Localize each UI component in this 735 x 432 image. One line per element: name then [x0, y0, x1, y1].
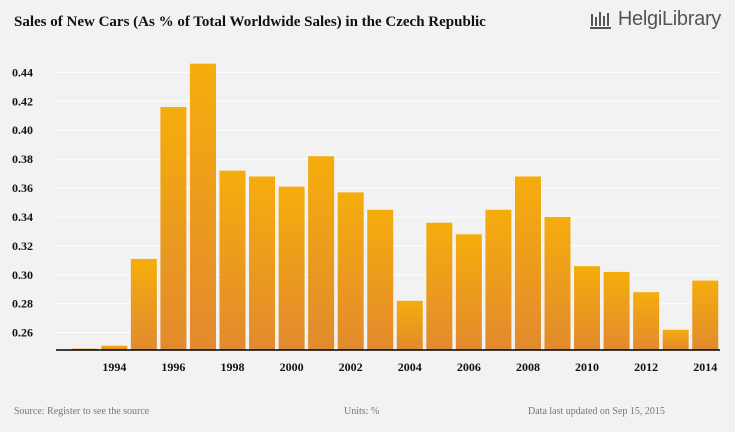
x-tick-label: 1998 — [221, 360, 245, 374]
bar-1997 — [189, 63, 216, 350]
y-tick-label: 0.34 — [12, 210, 33, 224]
bar-1999 — [249, 176, 276, 350]
y-tick-label: 0.42 — [12, 94, 33, 108]
x-tick-label: 1994 — [102, 360, 126, 374]
x-tick-label: 1996 — [161, 360, 185, 374]
bar-1998 — [219, 170, 246, 350]
y-tick-label: 0.28 — [12, 297, 33, 311]
library-bars-icon — [589, 11, 611, 29]
helgi-library-logo[interactable]: HelgiLibrary — [589, 8, 721, 31]
bar-1995 — [130, 258, 157, 350]
bar-2012 — [633, 292, 660, 350]
footer-source[interactable]: Source: Register to see the source — [14, 406, 150, 417]
y-tick-label: 0.26 — [12, 326, 33, 340]
bar-2009 — [544, 216, 571, 350]
bar-2010 — [574, 266, 601, 350]
bar-2013 — [662, 329, 689, 350]
x-tick-label: 2012 — [634, 360, 658, 374]
y-tick-label: 0.36 — [12, 181, 33, 195]
bar-1994 — [101, 345, 128, 350]
x-tick-label: 2008 — [516, 360, 540, 374]
footer-units: Units: % — [344, 406, 380, 417]
bar-2000 — [278, 186, 305, 350]
bar-2005 — [426, 222, 453, 350]
bar-2014 — [692, 280, 719, 350]
footer-updated: Data last updated on Sep 15, 2015 — [528, 406, 665, 417]
bar-1996 — [160, 107, 187, 350]
bar-2008 — [514, 176, 541, 350]
bar-2001 — [308, 156, 335, 350]
x-tick-label: 2002 — [339, 360, 363, 374]
y-tick-label: 0.44 — [12, 65, 33, 79]
bar-2006 — [455, 234, 482, 350]
x-tick-label: 2006 — [457, 360, 481, 374]
bar-2003 — [367, 209, 394, 350]
y-tick-label: 0.30 — [12, 268, 33, 282]
logo-text: HelgiLibrary — [617, 8, 721, 30]
bar-2002 — [337, 192, 364, 350]
bar-2007 — [485, 209, 512, 350]
y-tick-label: 0.40 — [12, 123, 33, 137]
bar-2011 — [603, 271, 630, 350]
y-tick-label: 0.32 — [12, 239, 33, 253]
y-tick-label: 0.38 — [12, 152, 33, 166]
x-tick-label: 2014 — [693, 360, 717, 374]
x-tick-label: 2000 — [280, 360, 304, 374]
x-tick-label: 2010 — [575, 360, 599, 374]
bar-2004 — [396, 300, 423, 350]
chart-title: Sales of New Cars (As % of Total Worldwi… — [14, 14, 486, 30]
x-tick-label: 2004 — [398, 360, 422, 374]
